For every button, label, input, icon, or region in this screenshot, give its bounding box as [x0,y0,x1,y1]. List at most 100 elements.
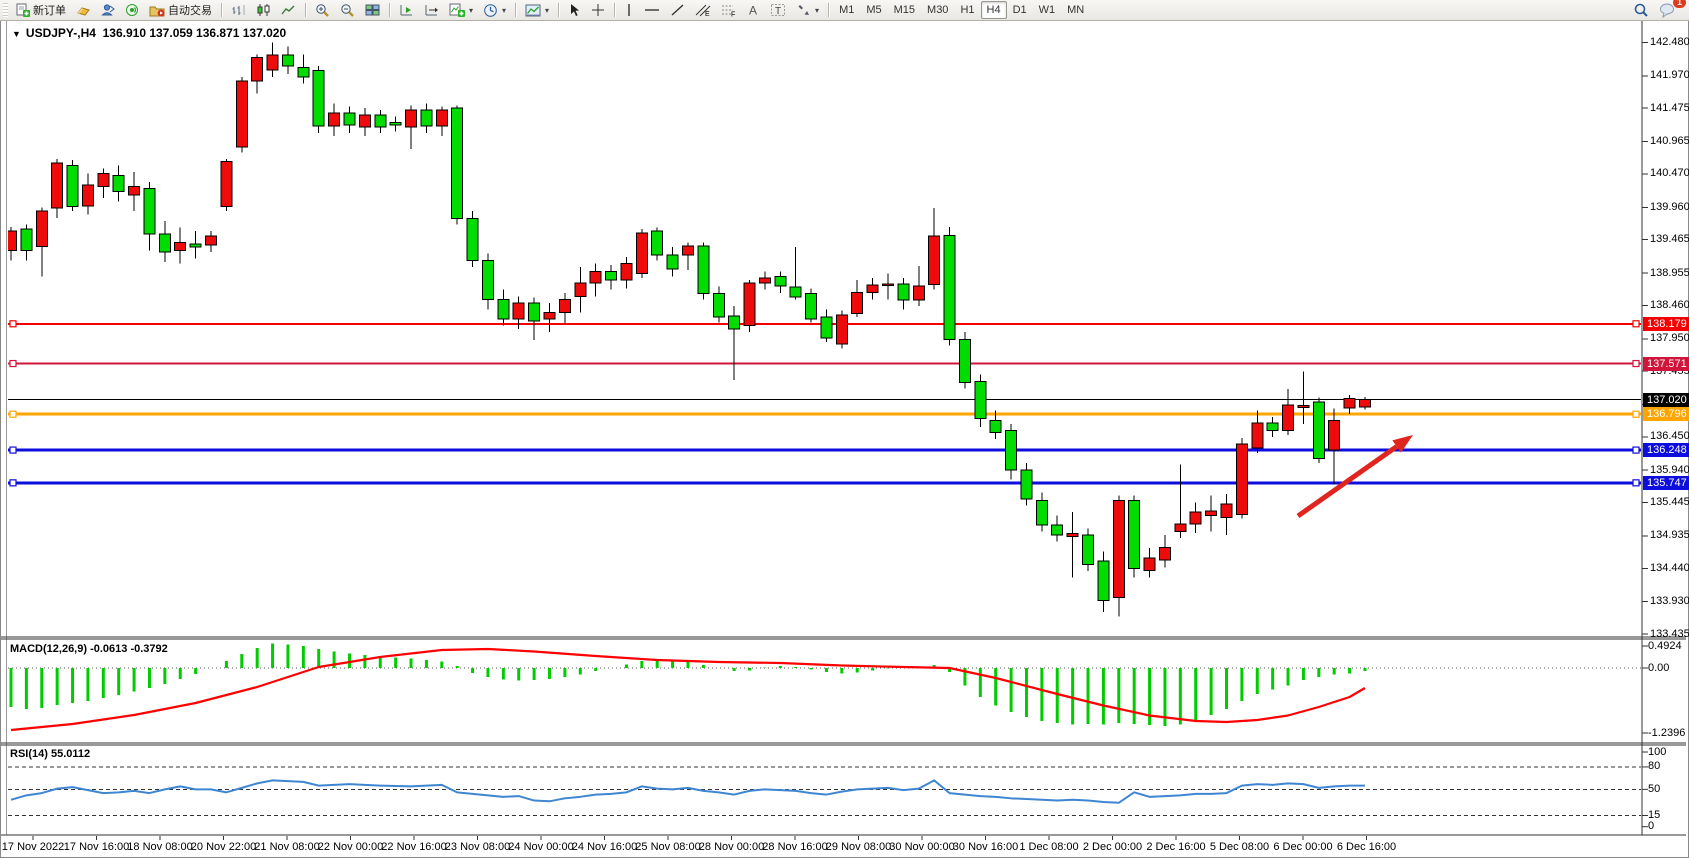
trend-arrow-head[interactable] [1392,435,1413,453]
clock-icon [483,3,498,18]
candle-down [697,245,710,295]
candle-down [420,109,433,127]
vertical-line-button[interactable] [619,0,639,20]
candle-down [789,286,802,298]
text-label-button[interactable]: T [765,0,791,20]
crosshair-button[interactable] [586,0,610,20]
chart-shift-button[interactable] [419,0,444,20]
hline-marker[interactable] [9,359,17,368]
hline-marker[interactable] [1632,320,1640,328]
hline-marker[interactable] [1632,479,1640,487]
candle-down [451,107,464,219]
candle-up [743,282,756,327]
templates-button[interactable]: ▾ [520,0,554,20]
indicator-add-icon [449,3,465,17]
candle-up [1066,533,1079,537]
timeframe-m15-button[interactable]: M15 [893,4,916,16]
search-button[interactable] [1628,0,1654,20]
auto-trading-button[interactable]: 自动交易 [144,0,217,20]
timeframe-h1-button[interactable]: H1 [960,4,975,16]
zoom-in-button[interactable] [310,0,335,20]
timeframe-m30-button[interactable]: M30 [927,4,949,16]
zoom-out-icon [340,3,355,18]
candlestick-chart-button[interactable] [251,0,276,20]
new-order-icon [16,3,30,17]
candle-down [805,293,818,320]
hline-marker[interactable] [1632,410,1640,418]
timeframe-mn-button[interactable]: MN [1067,4,1085,16]
rsi-pane [8,766,1641,816]
macd-axis-label: 0.4924 [1648,639,1682,652]
signal-icon [125,3,139,17]
svg-text:E: E [705,11,710,17]
hline-marker[interactable] [1632,446,1640,454]
timeframe-m1-button[interactable]: M1 [839,4,855,16]
timeframe-d1-button[interactable]: D1 [1012,4,1027,16]
candle-up [589,270,602,284]
price-tick-label: 138.460 [1650,298,1689,311]
line-chart-button[interactable] [276,0,301,20]
time-axis-label: 22 Nov 16:00 [381,841,447,853]
periods-button[interactable]: ▾ [478,0,511,20]
price-tick-label: 141.970 [1650,69,1689,82]
candle-up [1343,397,1356,409]
candle-up [220,161,233,208]
candle-up [128,185,141,196]
ohlc-values: 136.910 137.059 136.871 137.020 [102,26,287,40]
market-watch-button[interactable] [96,0,120,20]
rsi-axis-label: 15 [1648,808,1661,821]
news-button[interactable] [71,0,96,20]
macd-axis-label: 0.00 [1648,661,1670,674]
toolbar-grip[interactable] [3,3,8,17]
zoom-out-button[interactable] [335,0,360,20]
candle-down [112,174,125,193]
candle-up [1328,420,1341,451]
bar-chart-button[interactable] [226,0,251,20]
price-tick-label: 138.955 [1650,266,1689,279]
candle-up [51,162,64,209]
equidistant-channel-button[interactable]: E [690,0,716,20]
macd-pane [8,643,1641,732]
candle-down [66,164,79,208]
candle-down [651,230,664,256]
arrows-button[interactable]: ▾ [791,0,824,20]
hline-marker[interactable] [9,446,17,454]
time-axis-label: 30 Nov 16:00 [952,841,1019,853]
hline-marker[interactable] [9,320,17,328]
timeframe-h4-button[interactable]: H4 [980,1,1007,19]
price-tick-label: 134.935 [1650,529,1689,542]
price-pane [8,42,1641,617]
candle-up [235,80,248,148]
cursor-button[interactable] [563,0,586,20]
time-axis-label: 29 Nov 08:00 [825,841,892,853]
signals-button[interactable] [120,0,144,20]
candle-down [958,338,971,384]
candle-up [558,299,571,314]
candle-down [728,315,741,330]
notifications-button[interactable]: 1 [1654,0,1686,20]
trendline-button[interactable] [665,0,690,20]
hline-marker[interactable] [9,410,17,418]
toolbar-separator [614,3,616,17]
hline-marker[interactable] [1632,359,1640,368]
auto-scroll-button[interactable] [394,0,419,20]
main-toolbar: 新订单 自动交易 [0,0,1689,21]
candle-down [774,276,787,287]
price-tick-label: 142.480 [1650,36,1689,48]
horizontal-line-icon [644,3,660,17]
text-button[interactable]: A [742,0,765,20]
trend-arrow[interactable] [1296,444,1399,519]
tile-windows-button[interactable] [360,0,385,20]
fibonacci-button[interactable]: F [716,0,742,20]
hline-marker[interactable] [9,479,17,487]
timeframe-m5-button[interactable]: M5 [866,4,882,16]
candle-up [8,230,17,251]
timeframe-w1-button[interactable]: W1 [1038,4,1056,16]
horizontal-line-button[interactable] [639,0,665,20]
macd-indicator-label: MACD(12,26,9) -0.0613 -0.3792 [10,643,168,655]
candle-down [297,66,310,78]
new-order-button[interactable]: 新订单 [11,0,71,20]
chart-title[interactable]: ▼ USDJPY-,H4 136.910 137.059 136.871 137.… [12,26,291,40]
indicators-button[interactable]: ▾ [444,0,478,20]
